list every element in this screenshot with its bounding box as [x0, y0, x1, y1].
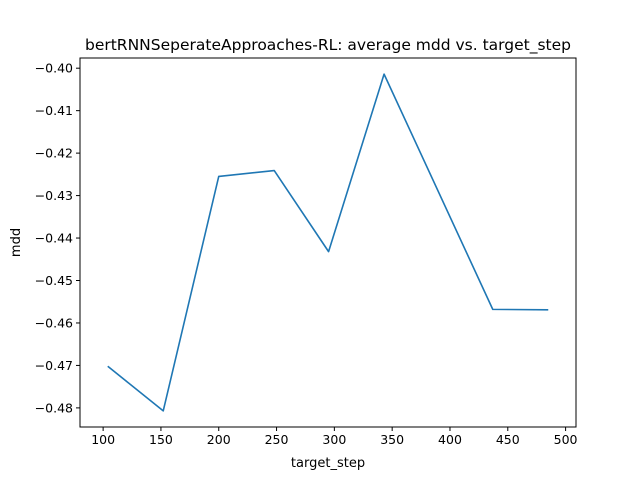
- y-tick-label: −0.43: [35, 188, 73, 203]
- y-tick-label: −0.45: [35, 273, 73, 288]
- series-line-0: [107, 73, 549, 412]
- y-tick-label: −0.47: [35, 358, 73, 373]
- x-tick-label: 500: [554, 432, 578, 447]
- chart-title: bertRNNSeperateApproaches-RL: average md…: [85, 36, 571, 55]
- y-tick-label: −0.42: [35, 146, 73, 161]
- plot-frame: [79, 57, 577, 428]
- x-tick-label: 150: [149, 432, 173, 447]
- y-tick-label: −0.44: [35, 231, 73, 246]
- y-tick-label: −0.46: [35, 315, 73, 330]
- x-tick-label: 100: [91, 432, 115, 447]
- x-tick-label: 350: [380, 432, 404, 447]
- x-tick-label: 300: [322, 432, 346, 447]
- y-tick-label: −0.41: [35, 103, 73, 118]
- ticks-layer: 100 150 200 250 300 350 400 450 500 −0.48 −0.47 −0.…: [35, 61, 578, 447]
- x-tick-label: 250: [265, 432, 289, 447]
- x-tick-label: 450: [496, 432, 520, 447]
- x-axis-label: target_step: [291, 456, 365, 471]
- y-tick-label: −0.48: [35, 400, 73, 415]
- series-layer: [107, 73, 549, 412]
- y-tick-label: −0.40: [35, 61, 73, 76]
- x-tick-label: 400: [438, 432, 462, 447]
- y-axis-label: mdd: [9, 228, 24, 257]
- x-tick-label: 200: [207, 432, 231, 447]
